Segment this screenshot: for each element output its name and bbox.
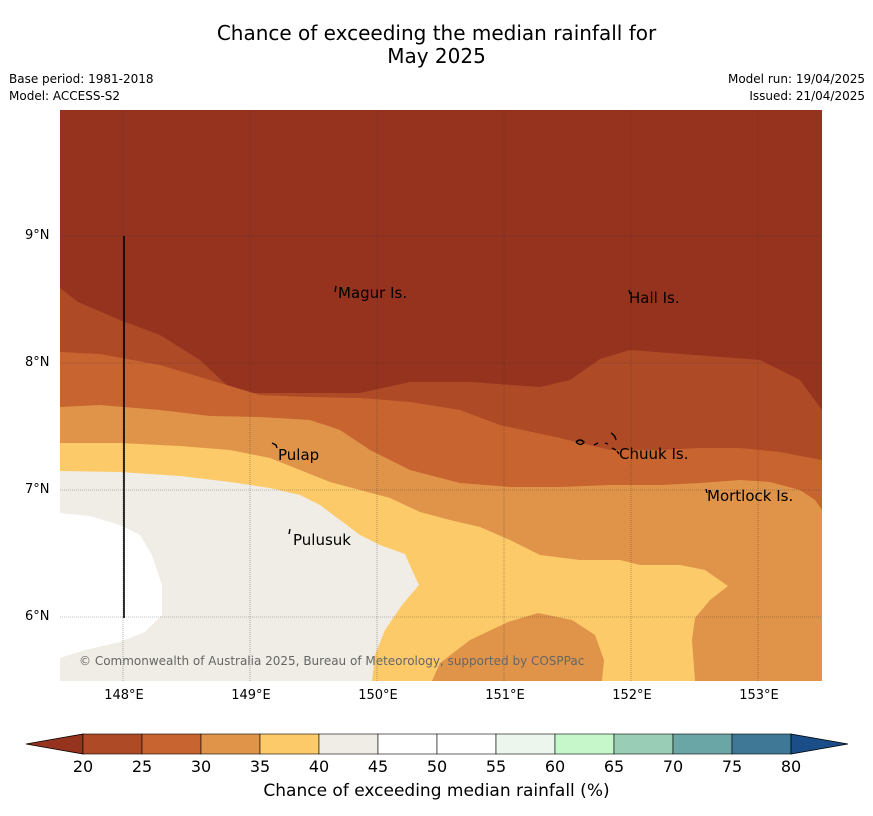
lon-label-152e: 152°E (612, 688, 652, 703)
place-magur: Magur Is. (338, 284, 407, 302)
colorbar-tick-label: 25 (131, 757, 153, 776)
colorbar-cell (259, 733, 320, 755)
map-title-line2: May 2025 (387, 44, 486, 68)
rainfall-map[interactable]: Magur Is. Hall Is. Pulap Chuuk Is. Mortl… (60, 110, 822, 681)
place-pulap: Pulap (278, 446, 319, 464)
colorbar-tick-label: 45 (367, 757, 389, 776)
lon-label-148e: 148°E (104, 688, 144, 703)
map-title-line1: Chance of exceeding the median rainfall … (216, 21, 657, 45)
colorbar-tick-label: 60 (544, 757, 566, 776)
map-title: Chance of exceeding the median rainfall … (0, 22, 873, 68)
lon-label-150e: 150°E (358, 688, 398, 703)
lat-label-9n: 9°N (25, 228, 50, 243)
lon-label-149e: 149°E (231, 688, 271, 703)
model-info: Base period: 1981-2018 Model: ACCESS-S2 (9, 71, 154, 105)
place-hall: Hall Is. (629, 289, 680, 307)
colorbar-cell (554, 733, 615, 755)
colorbar-cells (82, 733, 792, 755)
colorbar-cell (377, 733, 438, 755)
model-name: Model: ACCESS-S2 (9, 89, 121, 103)
place-chuuk: Chuuk Is. (619, 445, 688, 463)
run-info: Model run: 19/04/2025 Issued: 21/04/2025 (728, 71, 865, 105)
colorbar-tick-label: 20 (72, 757, 94, 776)
colorbar-cell (731, 733, 792, 755)
lat-label-6n: 6°N (25, 609, 50, 624)
colorbar-cell (495, 733, 556, 755)
colorbar-tick-label: 50 (426, 757, 448, 776)
model-run-date: Model run: 19/04/2025 (727, 72, 865, 86)
lat-label-8n: 8°N (25, 355, 50, 370)
colorbar-over-arrow (790, 733, 849, 755)
place-mortlock: Mortlock Is. (707, 487, 793, 505)
colorbar-tick-label: 75 (721, 757, 743, 776)
place-pulusuk: Pulusuk (293, 531, 351, 549)
issued-date: Issued: 21/04/2025 (749, 89, 865, 103)
colorbar (26, 733, 849, 755)
band-30-35-south (432, 613, 604, 681)
colorbar-label: Chance of exceeding median rainfall (%) (263, 781, 610, 801)
colorbar-tick-label: 40 (308, 757, 330, 776)
colorbar-tick-label: 55 (485, 757, 507, 776)
graticule (60, 110, 822, 681)
colorbar-cell (200, 733, 261, 755)
colorbar-cell (436, 733, 497, 755)
island-marks (271, 285, 708, 535)
band-45-55 (60, 513, 162, 658)
lat-label-7n: 7°N (25, 482, 50, 497)
colorbar-tick-label: 35 (249, 757, 271, 776)
colorbar-tick-label: 30 (190, 757, 212, 776)
colorbar-under-arrow (26, 733, 84, 755)
colorbar-tick-label: 65 (603, 757, 625, 776)
colorbar-cell (318, 733, 379, 755)
colorbar-tick-label: 80 (780, 757, 802, 776)
colorbar-cell (82, 733, 143, 755)
colorbar-cell (141, 733, 202, 755)
colorbar-cell (672, 733, 733, 755)
lon-label-151e: 151°E (485, 688, 525, 703)
lon-label-153e: 153°E (739, 688, 779, 703)
base-period: Base period: 1981-2018 (9, 72, 154, 86)
colorbar-cell (613, 733, 674, 755)
band-40-45 (60, 471, 419, 681)
copyright-notice: © Commonwealth of Australia 2025, Bureau… (79, 654, 584, 668)
colorbar-tick-label: 70 (662, 757, 684, 776)
